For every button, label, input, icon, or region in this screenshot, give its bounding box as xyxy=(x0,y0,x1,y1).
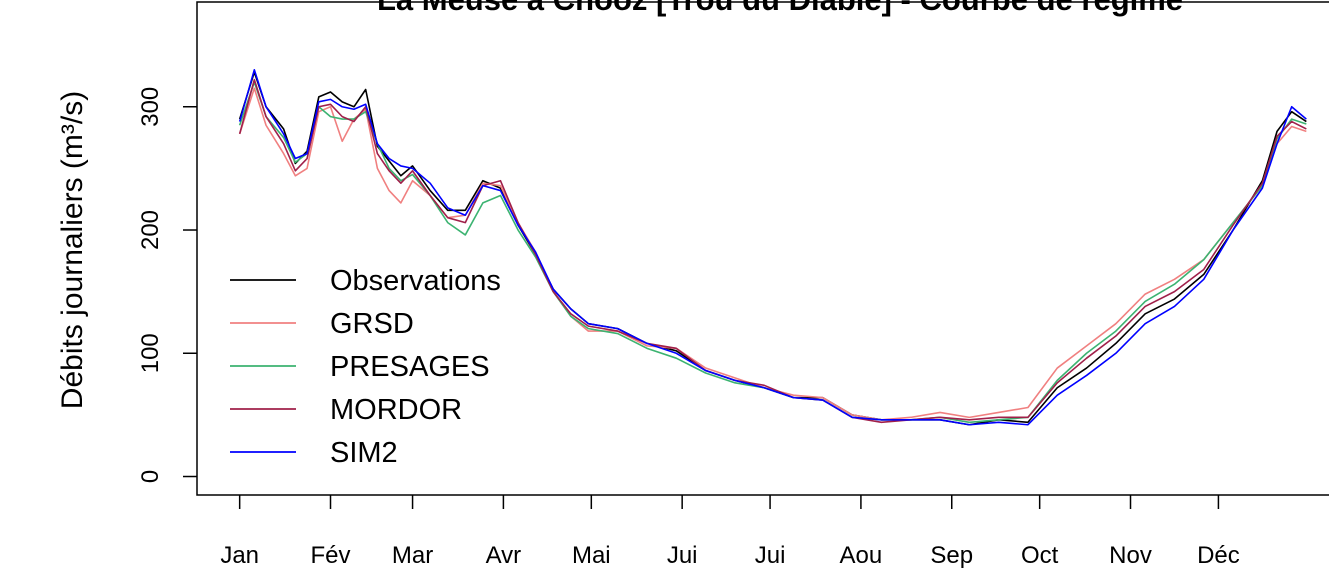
x-tick-label: Sep xyxy=(930,542,973,569)
x-tick-label: Jan xyxy=(220,542,259,569)
plot-frame xyxy=(196,1,1329,496)
y-tick-label: 0 xyxy=(137,470,164,483)
y-tick-label: 300 xyxy=(137,87,164,127)
x-tick-label: Nov xyxy=(1109,542,1152,569)
legend-label: SIM2 xyxy=(330,437,398,469)
x-tick-label: Aou xyxy=(840,542,883,569)
x-tick-label: Jui xyxy=(755,542,786,569)
y-tick-label: 200 xyxy=(137,210,164,250)
x-tick-label: Mai xyxy=(572,542,611,569)
legend-label: Observations xyxy=(330,265,501,297)
x-tick-label: Mar xyxy=(392,542,433,569)
series-line xyxy=(238,68,1307,426)
x-tick-label: Oct xyxy=(1021,542,1059,569)
legend-label: GRSD xyxy=(330,308,414,340)
series-line xyxy=(238,78,1307,424)
legend-label: PRESAGES xyxy=(330,351,490,383)
chart-title: La Meuse à Chooz [Trou du Diable] - Cour… xyxy=(377,0,1183,17)
y-tick-label: 100 xyxy=(137,333,164,373)
x-tick-label: Déc xyxy=(1197,542,1240,569)
x-tick-label: Avr xyxy=(486,542,522,569)
y-axis-label: Débits journaliers (m³/s) xyxy=(56,91,89,409)
x-tick-label: Fév xyxy=(311,542,351,569)
x-tick-label: Jui xyxy=(667,542,698,569)
legend-label: MORDOR xyxy=(330,394,462,426)
